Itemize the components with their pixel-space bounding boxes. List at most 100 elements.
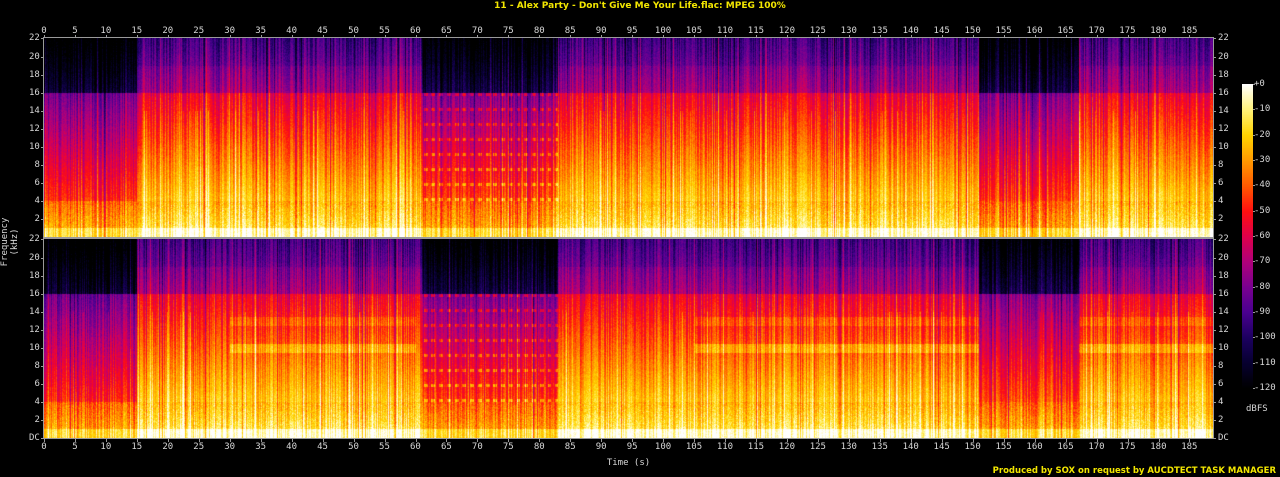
x-tick-label: 140 xyxy=(902,26,919,36)
x-tick-label: 50 xyxy=(348,26,359,36)
tick-mark xyxy=(323,35,324,38)
tick-mark xyxy=(323,439,324,442)
tick-mark xyxy=(1253,261,1255,262)
y-tick-label-left: 14 xyxy=(29,105,40,116)
tick-mark xyxy=(477,439,478,442)
tick-mark xyxy=(199,35,200,38)
tick-mark xyxy=(1213,57,1216,58)
colorbar-tick-label: -60 xyxy=(1254,231,1271,241)
tick-mark xyxy=(1213,75,1216,76)
tick-mark xyxy=(1213,111,1216,112)
tick-mark xyxy=(849,439,850,442)
x-tick-label: 150 xyxy=(964,26,981,36)
x-tick-label: 10 xyxy=(100,26,112,36)
tick-mark xyxy=(385,439,386,442)
colorbar-tick-label: -100 xyxy=(1254,332,1276,343)
tick-mark xyxy=(416,439,417,442)
x-tick-label: 70 xyxy=(471,442,483,452)
x-tick-label: 45 xyxy=(317,26,328,36)
x-tick-label: 55 xyxy=(379,442,390,452)
x-tick-label: 115 xyxy=(747,442,765,452)
tick-mark xyxy=(41,38,44,39)
x-tick-label: 5 xyxy=(72,442,78,452)
y-tick-label-left: 12 xyxy=(29,123,40,134)
tick-mark xyxy=(1213,258,1216,259)
y-tick-label-right: 20 xyxy=(1218,252,1229,263)
tick-mark xyxy=(41,330,44,331)
tick-mark xyxy=(44,439,45,442)
colorbar-tick-label: -30 xyxy=(1254,155,1271,165)
x-tick-label: 140 xyxy=(902,442,919,452)
tick-mark xyxy=(1189,35,1190,38)
tick-mark xyxy=(41,258,44,259)
tick-mark xyxy=(1253,287,1255,288)
colorbar-tick-label: -20 xyxy=(1254,129,1271,140)
tick-mark xyxy=(1097,35,1098,38)
tick-mark xyxy=(292,35,293,38)
x-tick-label: 85 xyxy=(564,26,576,36)
tick-mark xyxy=(137,439,138,442)
tick-mark xyxy=(41,201,44,202)
y-tick-label-right: 22 xyxy=(1218,33,1229,44)
colorbar-tick-label: +0 xyxy=(1254,79,1265,89)
tick-mark xyxy=(508,439,509,442)
y-tick-label-left: 6 xyxy=(34,378,40,389)
x-tick-label: 35 xyxy=(255,26,267,36)
chart-title: 11 - Alex Party - Don't Give Me Your Lif… xyxy=(494,1,786,11)
tick-mark xyxy=(41,93,44,94)
y-tick-label-left: 6 xyxy=(34,177,40,188)
x-tick-label: 80 xyxy=(533,442,545,452)
colorbar-unit-label: dBFS xyxy=(1246,404,1268,414)
x-tick-label: 170 xyxy=(1088,442,1105,452)
y-tick-label-left: 2 xyxy=(34,414,40,425)
y-tick-label-right: DC xyxy=(1218,433,1229,443)
y-tick-label-left: 16 xyxy=(29,288,40,299)
tick-mark xyxy=(446,439,447,442)
y-tick-label-left: 2 xyxy=(34,213,40,224)
x-tick-label: 90 xyxy=(595,26,607,36)
spectrogram-channel-1 xyxy=(44,38,1213,237)
tick-mark xyxy=(1253,363,1255,364)
tick-mark xyxy=(41,165,44,166)
tick-mark xyxy=(1213,38,1216,39)
tick-mark xyxy=(137,35,138,38)
x-tick-label: 85 xyxy=(564,442,576,452)
y-tick-label-left: 16 xyxy=(29,87,40,98)
tick-mark xyxy=(1213,438,1216,439)
x-tick-label: 105 xyxy=(685,26,703,36)
tick-mark xyxy=(41,402,44,403)
tick-mark xyxy=(787,439,788,442)
tick-mark xyxy=(601,439,602,442)
colorbar-tick-label: -110 xyxy=(1254,357,1276,368)
y-tick-label-left: 22 xyxy=(29,33,40,44)
tick-mark xyxy=(1097,439,1098,442)
tick-mark xyxy=(1213,201,1216,202)
tick-mark xyxy=(1213,366,1216,367)
tick-mark xyxy=(725,35,726,38)
tick-mark xyxy=(1213,330,1216,331)
tick-mark xyxy=(756,439,757,442)
x-tick-label: 95 xyxy=(626,26,638,36)
tick-mark xyxy=(663,35,664,38)
tick-mark xyxy=(880,439,881,442)
tick-mark xyxy=(385,35,386,38)
x-tick-label: 165 xyxy=(1057,26,1074,36)
y-tick-label-left: 8 xyxy=(34,360,40,371)
y-tick-label-right: 10 xyxy=(1218,342,1229,353)
x-tick-label: 180 xyxy=(1150,26,1167,36)
x-tick-label: 60 xyxy=(410,26,421,36)
x-tick-label: 95 xyxy=(626,442,638,452)
tick-mark xyxy=(41,384,44,385)
tick-mark xyxy=(292,439,293,442)
tick-mark xyxy=(1253,84,1255,85)
x-tick-label: 110 xyxy=(716,26,734,36)
tick-mark xyxy=(880,35,881,38)
x-tick-label: 60 xyxy=(410,442,421,452)
x-tick-label: 110 xyxy=(716,442,734,452)
x-tick-label: 70 xyxy=(471,26,483,36)
tick-mark xyxy=(1004,35,1005,38)
tick-mark xyxy=(477,35,478,38)
y-tick-label-left: 14 xyxy=(29,306,40,317)
tick-mark xyxy=(1253,109,1255,110)
tick-mark xyxy=(41,312,44,313)
